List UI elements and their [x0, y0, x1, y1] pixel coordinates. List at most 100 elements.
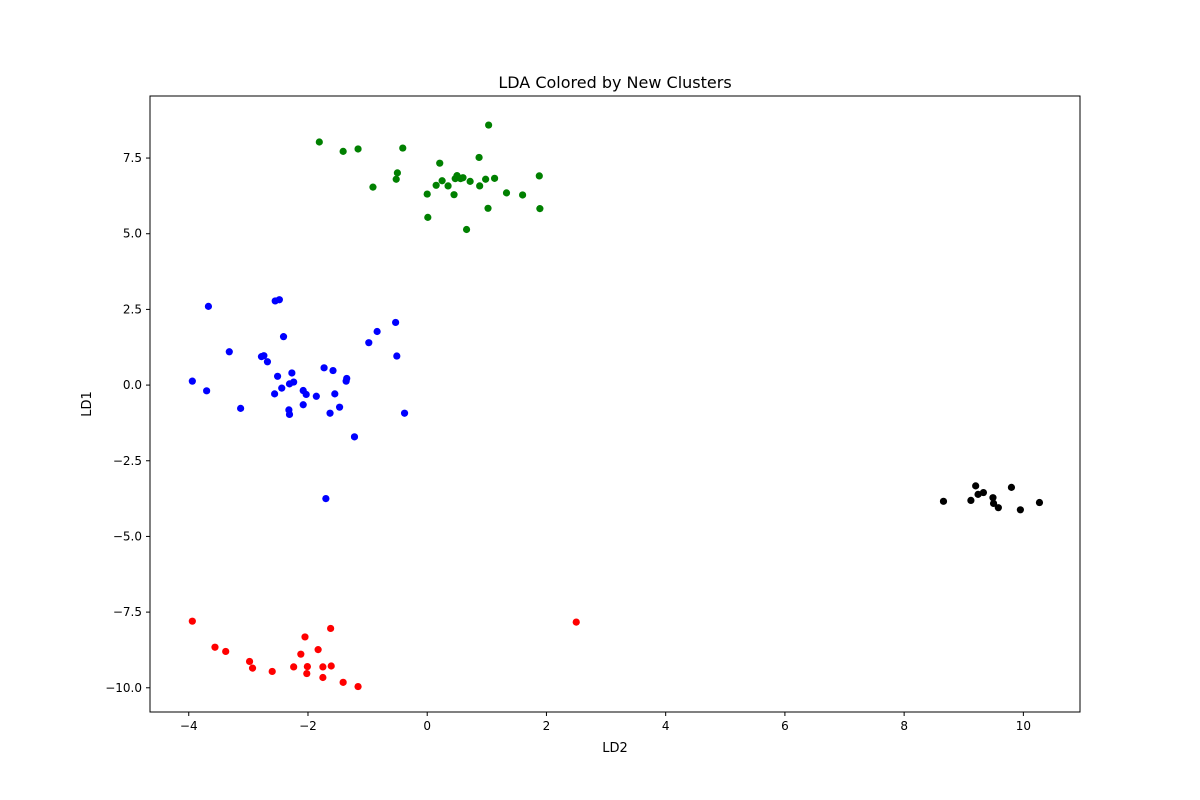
data-point	[572, 618, 580, 626]
data-point	[331, 390, 339, 398]
data-point	[502, 189, 511, 197]
data-point	[432, 181, 440, 189]
data-point	[535, 172, 543, 180]
data-point	[302, 390, 310, 399]
data-point	[273, 372, 282, 380]
x-tick-label: 8	[900, 719, 908, 733]
data-point	[275, 296, 283, 304]
data-point	[365, 339, 373, 347]
data-point	[322, 494, 330, 503]
data-point	[354, 682, 362, 691]
y-axis-label: LD1	[80, 391, 95, 417]
data-point	[297, 650, 305, 658]
data-point	[462, 225, 471, 234]
data-point	[248, 664, 257, 672]
data-point	[373, 327, 381, 336]
data-point	[972, 482, 980, 490]
y-tick-label: −5.0	[113, 529, 142, 543]
data-point	[392, 175, 400, 183]
data-point	[263, 358, 272, 366]
y-tick-label: 7.5	[123, 151, 142, 165]
data-point	[939, 497, 948, 505]
x-tick-label: 0	[423, 719, 431, 733]
data-point	[1035, 498, 1044, 507]
y-tick-label: 0.0	[123, 378, 142, 392]
data-point	[459, 174, 467, 182]
data-point	[399, 144, 407, 152]
y-tick-label: −2.5	[113, 454, 142, 468]
data-point	[482, 175, 490, 183]
data-point	[285, 410, 294, 419]
data-point	[319, 663, 327, 671]
data-point	[994, 504, 1002, 512]
data-point	[438, 177, 446, 185]
data-point	[450, 191, 458, 199]
data-point	[327, 662, 335, 670]
data-point	[466, 177, 474, 185]
y-tick-label: −10.0	[105, 681, 142, 695]
data-point	[342, 377, 350, 385]
data-point	[339, 678, 347, 686]
data-point	[188, 617, 196, 625]
y-tick-label: −7.5	[113, 605, 142, 619]
data-point	[485, 121, 493, 129]
data-point	[393, 352, 401, 360]
data-point	[312, 392, 320, 400]
data-point	[315, 138, 323, 146]
y-axis: −10.0 −7.5 −5.0 −2.5 0.0 2.5 5.0 7.5	[105, 151, 150, 695]
data-point	[204, 302, 213, 310]
data-point	[288, 369, 296, 377]
data-point	[329, 366, 337, 375]
data-point	[271, 390, 279, 398]
data-point	[203, 387, 211, 395]
data-point	[476, 182, 484, 190]
x-tick-label: 10	[1016, 719, 1031, 733]
data-point	[400, 409, 409, 417]
data-point	[393, 169, 401, 177]
data-point	[303, 662, 311, 671]
data-point	[290, 663, 298, 671]
data-point	[279, 333, 288, 341]
data-point	[335, 403, 344, 411]
data-point	[536, 205, 544, 213]
data-point	[260, 352, 268, 360]
data-point	[354, 145, 362, 153]
data-point	[222, 647, 230, 656]
data-point	[989, 494, 997, 502]
x-axis-label: LD2	[602, 741, 628, 756]
data-point	[436, 159, 444, 167]
data-point	[451, 175, 459, 183]
data-point	[350, 433, 359, 441]
x-tick-label: −4	[180, 719, 198, 733]
data-point	[314, 646, 322, 654]
data-point	[392, 318, 400, 327]
y-tick-label: 2.5	[123, 302, 142, 316]
data-point	[423, 190, 431, 198]
data-point	[320, 364, 328, 372]
data-point	[326, 409, 334, 417]
data-point	[268, 667, 276, 676]
data-point	[1007, 483, 1016, 491]
x-axis: −4 −2 0 2 4 6 8 10	[180, 712, 1031, 733]
x-tick-label: 2	[543, 719, 551, 733]
data-point	[339, 147, 347, 155]
data-point	[989, 499, 998, 508]
chart-title: LDA Colored by New Clusters	[498, 73, 731, 92]
data-point	[444, 182, 452, 190]
data-point	[211, 643, 219, 651]
x-tick-label: −2	[299, 719, 317, 733]
data-point	[1016, 506, 1024, 514]
data-point	[327, 624, 335, 633]
data-point	[979, 488, 988, 497]
points-layer	[188, 121, 1044, 691]
data-point	[225, 348, 233, 356]
data-point	[237, 404, 245, 412]
data-point	[490, 174, 499, 182]
data-point	[285, 380, 294, 388]
data-point	[967, 496, 975, 505]
y-tick-label: 5.0	[123, 227, 142, 241]
data-point	[424, 213, 432, 221]
data-point	[303, 669, 311, 678]
data-point	[245, 657, 254, 666]
